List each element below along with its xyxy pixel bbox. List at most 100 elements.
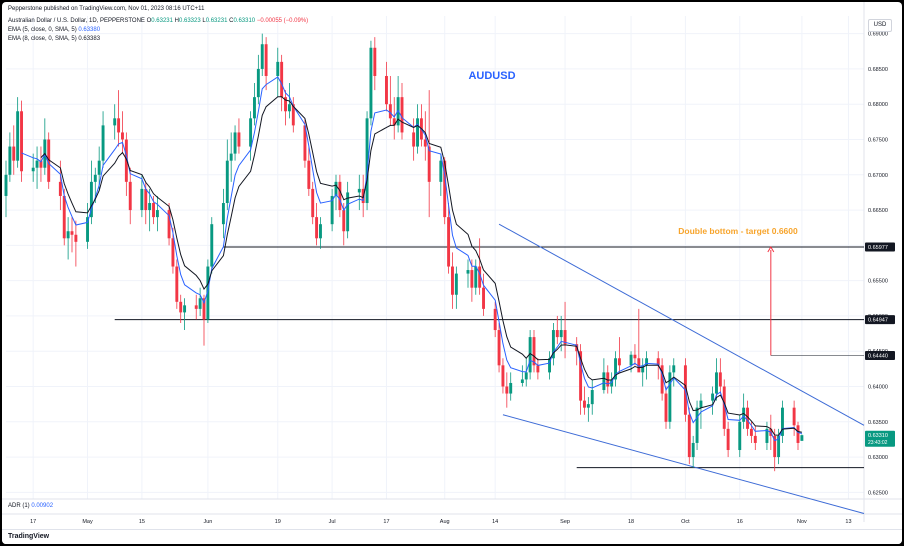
candle <box>311 181 315 225</box>
candle <box>97 146 101 189</box>
price-tick-label: 0.69000 <box>868 32 888 38</box>
candle-body <box>416 118 419 147</box>
candle-body <box>602 372 606 391</box>
candle-body <box>179 301 183 313</box>
price-label-text: 0.65977 <box>868 245 888 251</box>
candle <box>660 358 664 401</box>
candle <box>148 188 152 232</box>
candle <box>796 421 800 451</box>
candle <box>792 400 796 436</box>
candle <box>155 195 159 232</box>
candle <box>117 90 121 147</box>
price-tick-label: 0.67500 <box>868 138 888 144</box>
candle <box>509 372 513 401</box>
candle-body <box>113 118 117 126</box>
ema-lines <box>21 76 803 442</box>
price-label-box <box>865 350 895 360</box>
adr-legend[interactable]: ADR (1) 0.00902 <box>8 503 53 509</box>
candle-body <box>629 354 633 366</box>
candle-body <box>451 266 454 295</box>
ema5-label: EMA (5, close, 0, SMA, 5) <box>8 27 77 33</box>
tradingview-logo[interactable]: TradingView <box>8 533 50 540</box>
candle <box>493 301 497 338</box>
candle-body <box>148 203 152 211</box>
close-value: 0.63310 <box>233 18 256 24</box>
adr-value: 0.00902 <box>31 503 54 509</box>
candle-body <box>738 421 742 451</box>
candle-body <box>311 188 315 218</box>
candle-body <box>548 358 551 373</box>
candle <box>140 174 144 218</box>
candle <box>276 47 280 98</box>
symbol-name[interactable]: Australian Dollar / U.S. Dollar, 1D, PEP… <box>8 18 145 24</box>
candle-body <box>715 372 718 394</box>
candle-body <box>524 372 528 380</box>
candle <box>742 393 746 429</box>
candle <box>672 358 676 387</box>
candle-body <box>388 104 392 119</box>
candle <box>746 400 749 436</box>
currency-selector[interactable]: USD <box>868 19 892 32</box>
candle <box>520 365 524 387</box>
candle <box>47 132 51 189</box>
candle-body <box>509 382 513 394</box>
candle <box>482 273 485 316</box>
time-tick-label: 17 <box>383 519 389 525</box>
price-label-box <box>865 430 895 447</box>
published-line: Pepperstone published on TradingView.com… <box>8 6 205 12</box>
candle-body <box>303 125 307 161</box>
candle <box>614 351 617 387</box>
candle <box>478 238 482 295</box>
candle <box>315 203 319 246</box>
candle <box>121 111 124 154</box>
candle <box>637 308 641 373</box>
candle-body <box>4 174 8 196</box>
time-axis[interactable]: 17 May 15 Jun 19 Jul 17 Aug 14 Sep 18 Oct 16 Nov 13 <box>2 498 902 525</box>
candle <box>128 167 132 225</box>
candle <box>86 203 89 249</box>
candle-body <box>427 146 431 182</box>
high-value: 0.63323 <box>179 18 201 24</box>
time-tick-label: May <box>82 519 93 525</box>
candle-body <box>699 400 703 408</box>
candle-body <box>656 358 660 366</box>
double-bottom-annotation: Double bottom - target 0.6600 <box>678 226 798 236</box>
open-value: 0.63231 <box>151 18 173 24</box>
candle <box>711 386 715 415</box>
time-tick-label: 15 <box>139 519 145 525</box>
candle <box>416 104 419 154</box>
candle <box>35 146 39 189</box>
candle-body <box>291 104 295 126</box>
price-label-text: 0.63310 <box>868 433 888 439</box>
candle-body <box>718 372 722 387</box>
candle-body <box>253 97 256 119</box>
candle-body <box>198 298 202 309</box>
candle-body <box>586 404 590 408</box>
candle-body <box>528 337 532 373</box>
candle-body <box>474 266 478 288</box>
candle-body <box>454 273 458 295</box>
candle-body <box>753 435 757 443</box>
candle-body <box>551 330 555 359</box>
candle <box>738 414 742 458</box>
candle <box>334 174 338 211</box>
candle-body <box>493 308 497 331</box>
candle-body <box>101 125 105 161</box>
footer-bar: TradingView <box>2 529 902 544</box>
ema5-legend[interactable]: EMA (5, close, 0, SMA, 5) 0.63380 <box>8 27 100 33</box>
change-value: −0.00055 (−0.09%) <box>256 18 309 24</box>
candle-body <box>466 270 470 274</box>
candle-body <box>8 146 12 175</box>
candle-body <box>520 379 524 383</box>
candle <box>427 90 431 218</box>
price-tick-label: 0.63000 <box>868 455 888 461</box>
candle-body <box>93 174 97 182</box>
candle <box>501 358 505 394</box>
ema8-legend[interactable]: EMA (8, close, 0, SMA, 5) 0.63383 <box>8 36 100 42</box>
candle <box>773 428 777 472</box>
candle <box>357 174 361 211</box>
candle-body <box>338 181 342 211</box>
candle <box>715 358 718 401</box>
ema8-label: EMA (8, close, 0, SMA, 5) <box>8 36 77 42</box>
